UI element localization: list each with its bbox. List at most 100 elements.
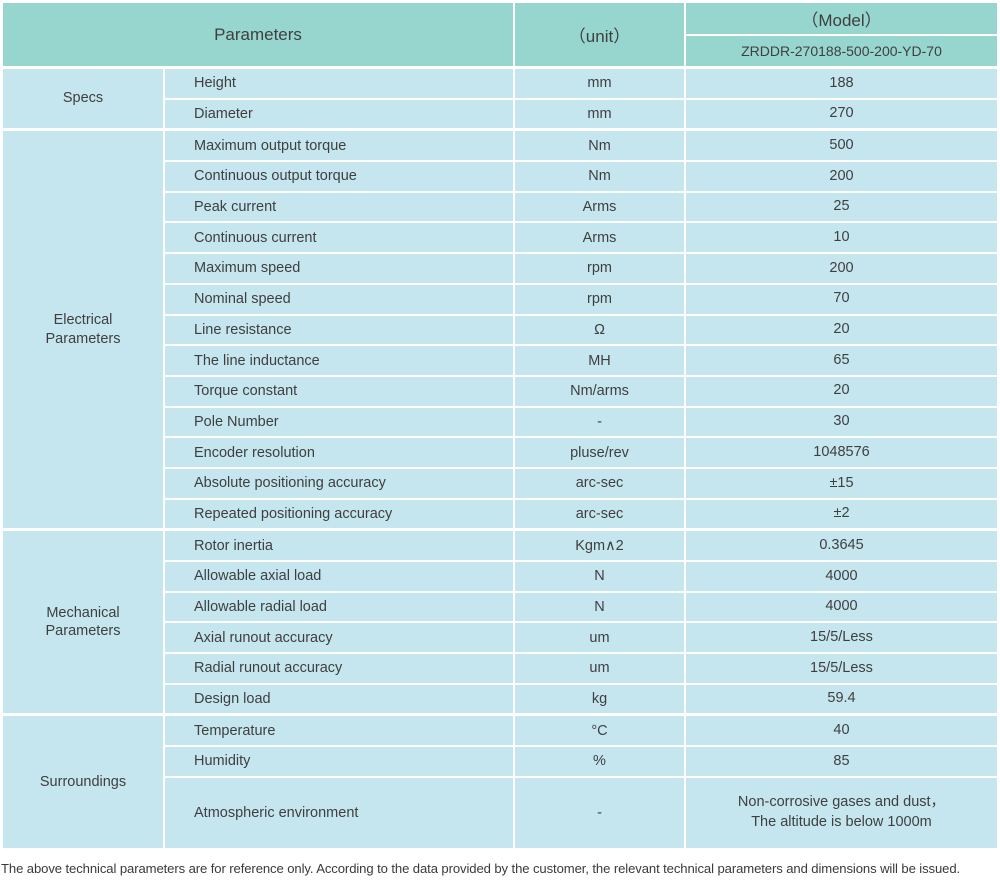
unit-cell: N (515, 592, 684, 622)
unit-cell: Arms (515, 192, 684, 222)
unit-cell: arc-sec (515, 499, 684, 529)
unit-header-cell: （unit） (515, 3, 684, 66)
table-row: Absolute positioning accuracy arc-sec ±15 (165, 468, 997, 498)
value-cell: 15/5/Less (686, 654, 997, 683)
table-row: Repeated positioning accuracy arc-sec ±2 (165, 499, 997, 529)
unit-cell: Nm (515, 162, 684, 191)
value-cell: Non-corrosive gases and dust， The altitu… (686, 777, 997, 848)
table-row: The line inductance MH 65 (165, 346, 997, 375)
spec-table: Parameters （unit） （Model） ZRDDR-270188-5… (3, 3, 997, 848)
param-name-cell: Height (165, 69, 513, 98)
section-electrical-parameters: Electrical Parameters Maximum output torq… (3, 131, 997, 529)
table-row: Continuous output torque Nm 200 (165, 162, 997, 191)
model-header-cell: （Model） ZRDDR-270188-500-200-YD-70 (686, 3, 997, 66)
value-cell: 200 (686, 254, 997, 283)
model-number: ZRDDR-270188-500-200-YD-70 (686, 35, 997, 66)
table-row: Line resistance Ω 20 (165, 315, 997, 345)
param-name-cell: Absolute positioning accuracy (165, 468, 513, 498)
section-label-specs: Specs (3, 69, 163, 129)
table-row: Temperature °C 40 (165, 716, 997, 746)
table-row: Allowable radial load N 4000 (165, 592, 997, 622)
section-specs: Specs Height mm 188 Diameter mm 270 (3, 69, 997, 129)
section-label-mechanical-parameters: Mechanical Parameters (3, 531, 163, 714)
value-cell: 40 (686, 716, 997, 746)
param-name-cell: Repeated positioning accuracy (165, 499, 513, 529)
param-name-cell: Allowable axial load (165, 562, 513, 591)
value-cell: 500 (686, 131, 997, 161)
unit-cell: - (515, 777, 684, 848)
table-row: Atmospheric environment - Non-corrosive ga… (165, 777, 997, 848)
section-rows: Height mm 188 Diameter mm 270 (165, 69, 997, 129)
param-name-cell: Diameter (165, 99, 513, 129)
table-row: Humidity% 85 (165, 747, 997, 776)
param-name-cell: Encoder resolution (165, 438, 513, 467)
value-cell: 30 (686, 407, 997, 437)
param-name-cell: Rotor inertia (165, 531, 513, 560)
unit-cell: arc-sec (515, 468, 684, 498)
param-name-cell: Allowable radial load (165, 592, 513, 622)
section-rows: Maximum output torque Nm 500 Continuous out… (165, 131, 997, 529)
value-cell: 85 (686, 747, 997, 776)
unit-cell: mm (515, 99, 684, 129)
param-name-cell: Continuous output torque (165, 162, 513, 191)
param-name-cell: Radial runout accuracy (165, 654, 513, 683)
unit-cell: kg (515, 684, 684, 714)
value-cell: 270 (686, 99, 997, 129)
value-cell: 4000 (686, 592, 997, 622)
value-cell: 59.4 (686, 684, 997, 714)
value-cell: 10 (686, 223, 997, 253)
value-cell: 25 (686, 192, 997, 222)
table-row: Peak current Arms 25 (165, 192, 997, 222)
value-cell: 20 (686, 376, 997, 406)
table-row: Radial runout accuracy um 15/5/Less (165, 654, 997, 683)
value-cell: 70 (686, 284, 997, 314)
table-row: Height mm 188 (165, 69, 997, 98)
table-row: Maximum output torque Nm 500 (165, 131, 997, 161)
unit-cell: Nm (515, 131, 684, 161)
spec-sheet-page: Parameters （unit） （Model） ZRDDR-270188-5… (0, 3, 1000, 888)
unit-cell: Ω (515, 315, 684, 345)
unit-cell: pluse/rev (515, 438, 684, 467)
table-row: Continuous current Arms 10 (165, 223, 997, 253)
unit-cell: MH (515, 346, 684, 375)
section-mechanical-parameters: Mechanical Parameters Rotor inertia Kgm∧2 0… (3, 531, 997, 714)
section-label-surroundings: Surroundings (3, 716, 163, 848)
value-cell: 65 (686, 346, 997, 375)
section-rows: Temperature °C 40 Humidity% 85 Atmospheric en… (165, 716, 997, 848)
table-row: Pole Number -30 (165, 407, 997, 437)
unit-cell: Arms (515, 223, 684, 253)
param-name-cell: The line inductance (165, 346, 513, 375)
model-label: （Model） (686, 3, 997, 34)
param-name-cell: Atmospheric environment (165, 777, 513, 848)
footer-note: The above technical parameters are for r… (1, 860, 961, 876)
unit-cell: % (515, 747, 684, 776)
param-name-cell: Pole Number (165, 407, 513, 437)
unit-cell: rpm (515, 254, 684, 283)
unit-cell: um (515, 623, 684, 653)
param-name-cell: Maximum output torque (165, 131, 513, 161)
value-cell: 0.3645 (686, 531, 997, 560)
value-cell: 20 (686, 315, 997, 345)
table-row: Encoder resolution pluse/rev 1048576 (165, 438, 997, 467)
section-surroundings: Surroundings Temperature °C 40 Humidity% 85 At… (3, 716, 997, 848)
value-cell: 1048576 (686, 438, 997, 467)
value-cell: 4000 (686, 562, 997, 591)
table-row: Design load kg 59.4 (165, 684, 997, 714)
table-row: Nominal speed rpm 70 (165, 284, 997, 314)
param-name-cell: Design load (165, 684, 513, 714)
param-name-cell: Axial runout accuracy (165, 623, 513, 653)
param-name-cell: Peak current (165, 192, 513, 222)
unit-cell: Kgm∧2 (515, 531, 684, 560)
table-body: Specs Height mm 188 Diameter mm 270 Electrical … (3, 69, 997, 848)
unit-cell: N (515, 562, 684, 591)
section-label-electrical-parameters: Electrical Parameters (3, 131, 163, 529)
param-name-cell: Continuous current (165, 223, 513, 253)
param-name-cell: Nominal speed (165, 284, 513, 314)
value-cell: ±2 (686, 499, 997, 529)
param-name-cell: Maximum speed (165, 254, 513, 283)
value-cell: ±15 (686, 468, 997, 498)
param-name-cell: Torque constant (165, 376, 513, 406)
value-cell: 188 (686, 69, 997, 98)
param-name-cell: Temperature (165, 716, 513, 746)
section-rows: Rotor inertia Kgm∧2 0.3645 Allowable axial … (165, 531, 997, 714)
